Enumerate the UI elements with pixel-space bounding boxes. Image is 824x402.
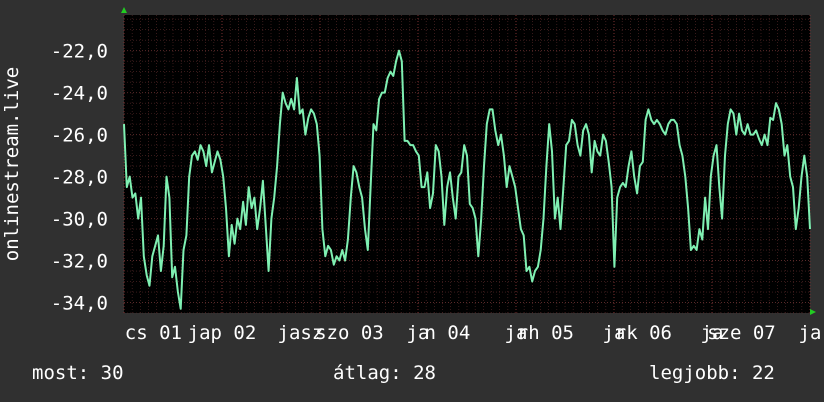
y-axis-arrow-icon: [121, 7, 127, 13]
y-tick-label: -28,0: [51, 167, 108, 189]
x-tick-label: n 04: [425, 322, 471, 344]
line-chart: onlinestream.live -22,0 -24,0 -26,0 -28,0 -3…: [1, 7, 822, 344]
stat-best: legjobb: 22: [649, 362, 775, 384]
x-tick-label: jap 02: [188, 322, 257, 344]
x-tick-label: szo 03: [315, 322, 384, 344]
y-tick-label: -30,0: [51, 209, 108, 231]
x-tick-label: ja: [701, 322, 724, 344]
x-tick-label: rk 06: [615, 322, 672, 344]
x-tick-label: cs 01: [125, 322, 182, 344]
y-tick-label: -32,0: [51, 251, 108, 273]
x-tick-label: rh 05: [517, 322, 574, 344]
x-tick-label: ja: [505, 322, 528, 344]
stat-average: átlag: 28: [333, 362, 436, 384]
x-tick-label: jasz: [278, 322, 324, 344]
x-tick-label: sze 07: [707, 322, 776, 344]
stat-current: most: 30: [32, 362, 124, 384]
y-axis-ticks: -22,0 -24,0 -26,0 -28,0 -30,0 -32,0 -34,0: [51, 41, 108, 315]
series-line: [123, 49, 811, 310]
y-tick-label: -34,0: [51, 293, 108, 315]
chart-side-label: onlinestream.live: [1, 67, 23, 261]
x-tick-label: ja: [603, 322, 626, 344]
y-tick-label: -24,0: [51, 83, 108, 105]
x-tick-label: ja: [407, 322, 430, 344]
y-tick-label: -22,0: [51, 41, 108, 63]
x-tick-label: ja: [799, 322, 822, 344]
y-tick-label: -26,0: [51, 125, 108, 147]
x-axis-arrow-icon: [810, 309, 816, 315]
